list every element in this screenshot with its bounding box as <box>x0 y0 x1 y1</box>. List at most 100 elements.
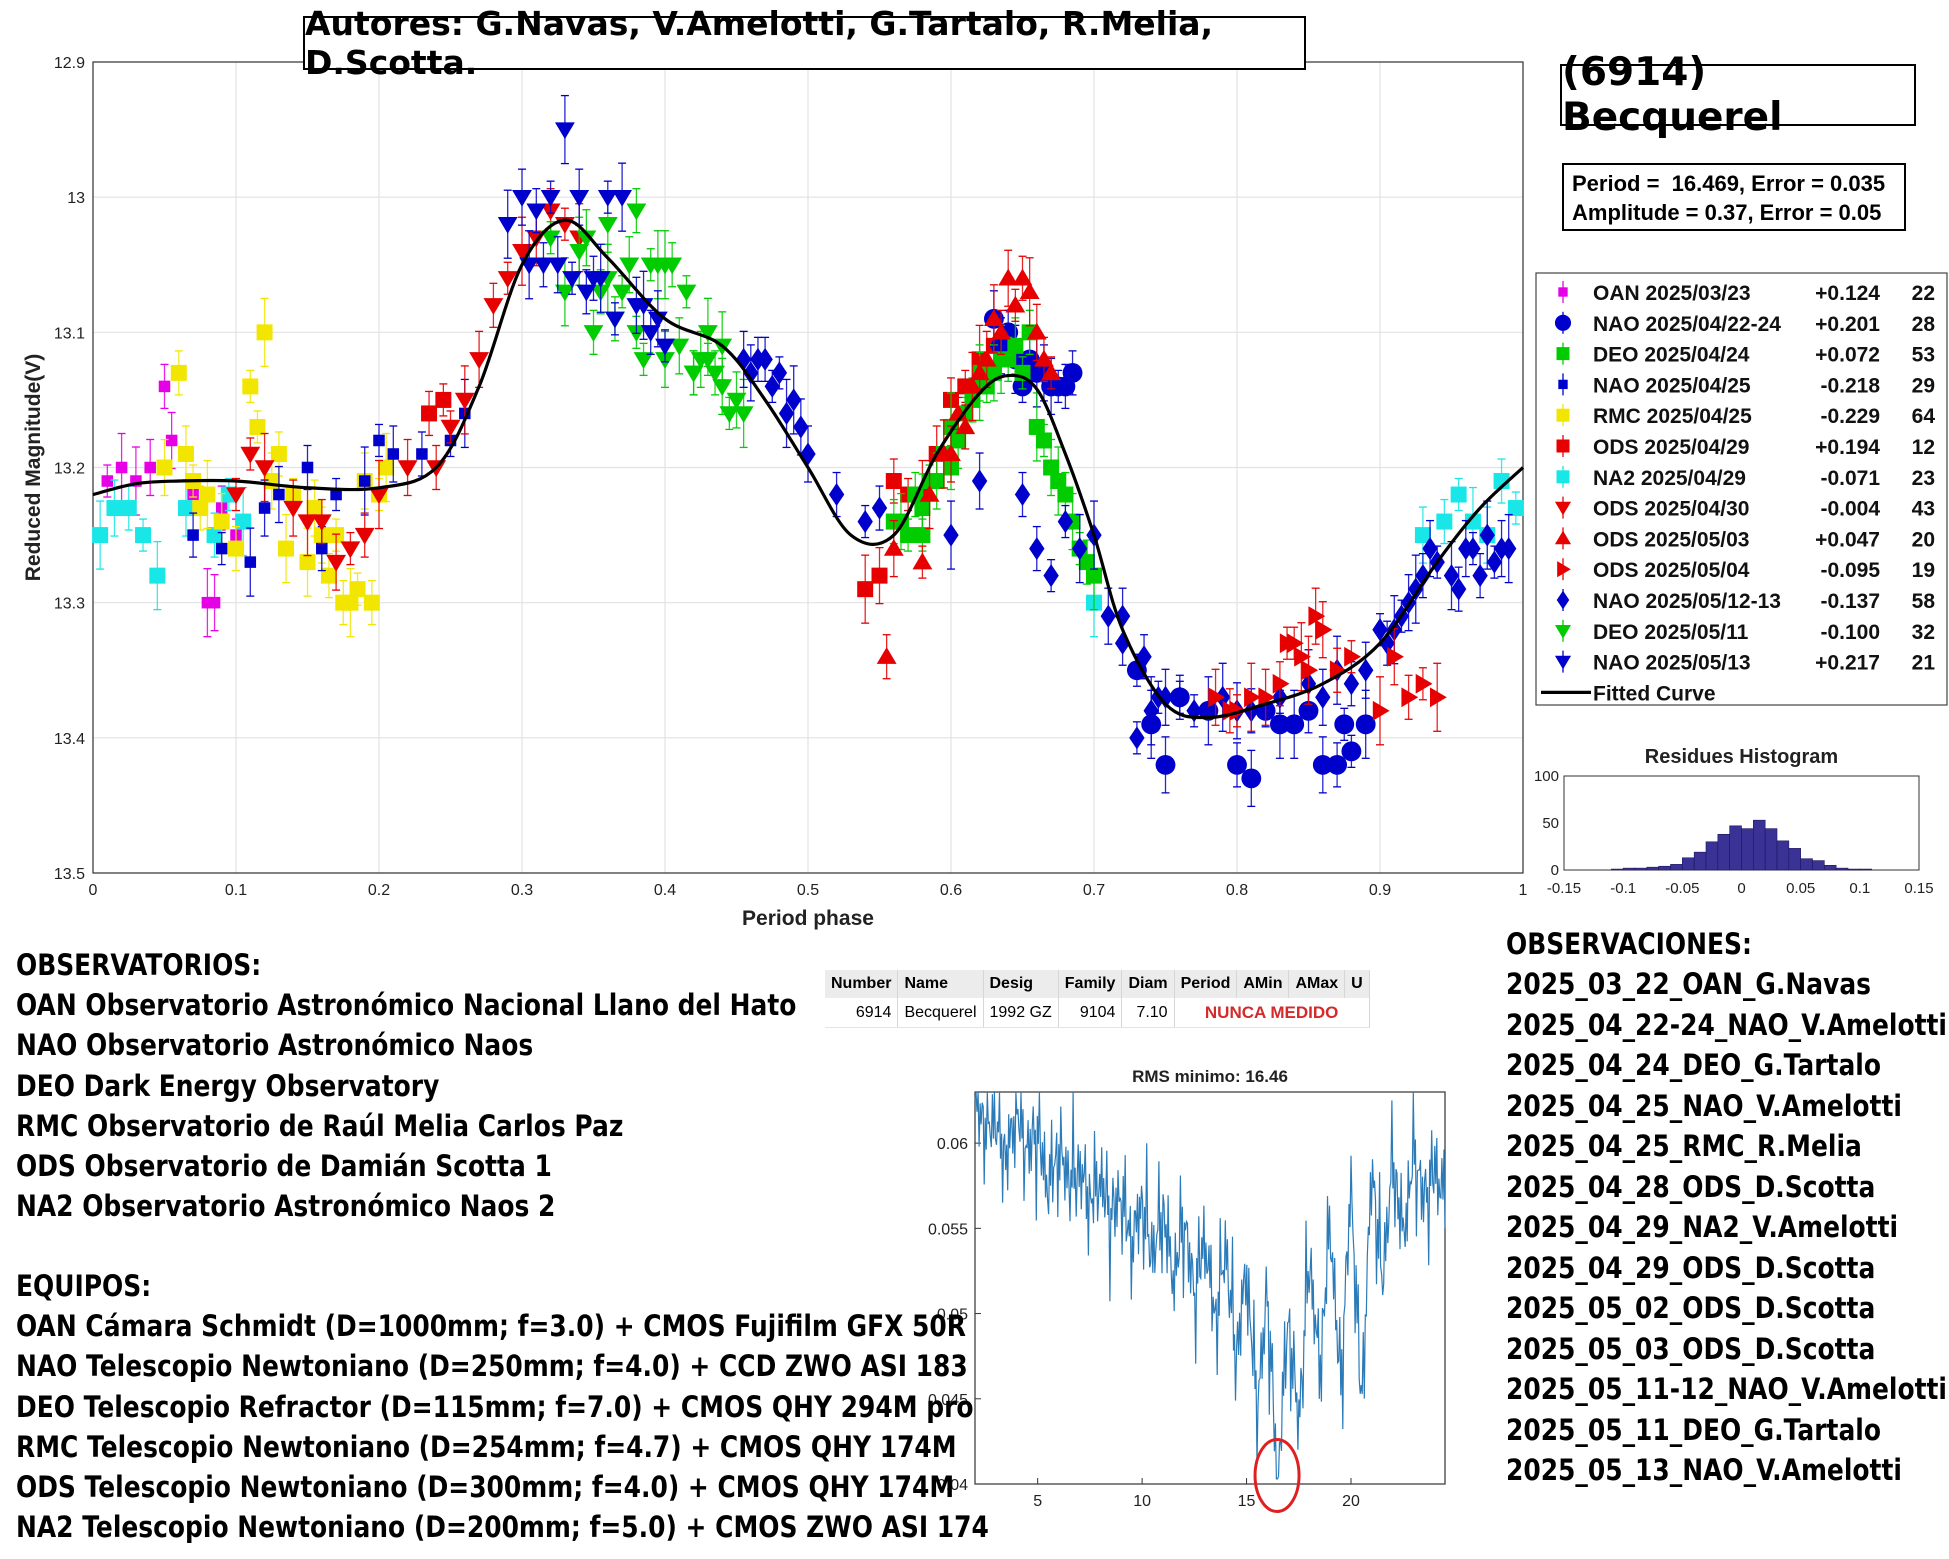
histogram-y-tick: 100 <box>1534 768 1559 785</box>
observations-section: OBSERVACIONES: 2025_03_22_OAN_G.Navas 202… <box>1506 924 1949 1491</box>
data-point <box>1062 362 1083 383</box>
observation-item-9: 2025_05_02_ODS_D.Scotta <box>1506 1291 1876 1325</box>
observation-item-13: 2025_05_13_NAO_V.Amelotti <box>1506 1453 1902 1487</box>
x-tick-label: 1 <box>1519 882 1528 899</box>
data-point <box>547 257 568 275</box>
histogram-bar <box>1764 828 1778 871</box>
x-axis-label: Period phase <box>742 907 874 930</box>
data-point <box>1029 537 1045 561</box>
data-point <box>363 594 380 611</box>
data-point <box>1043 459 1060 476</box>
legend-offset: -0.229 <box>1820 405 1880 428</box>
legend-offset: -0.218 <box>1820 374 1880 397</box>
observation-item-1: 2025_03_22_OAN_G.Navas <box>1506 967 1872 1001</box>
legend-count: 53 <box>1912 344 1935 367</box>
data-point <box>435 391 452 408</box>
equipment-item-2: NAO Telescopio Newtoniano (D=250mm; f=4.… <box>16 1349 968 1384</box>
equipment-section: EQUIPOS: OAN Cámara Schmidt (D=1000mm; f… <box>16 1266 1147 1547</box>
legend-label: RMC 2025/04/25 <box>1593 405 1752 428</box>
legend-count: 64 <box>1912 405 1936 428</box>
cell-desig: 1992 GZ <box>983 998 1059 1028</box>
observation-item-6: 2025_04_28_ODS_D.Scotta <box>1506 1169 1876 1204</box>
histogram-bar <box>1776 840 1790 871</box>
data-point <box>857 581 874 598</box>
chart-legend: OAN 2025/03/23 +0.124 22 NAO 2025/04/22-24 +… <box>1535 272 1948 706</box>
lightcurve-chart: 0 0.1 0.2 0.3 0.4 0.5 0.6 0.7 0.8 0.9 112.91313.11… <box>22 55 1528 930</box>
equipment-item-3: DEO Telescopio Refractor (D=115mm; f=7.0… <box>16 1389 974 1424</box>
data-point <box>244 556 257 568</box>
data-point <box>369 487 389 505</box>
legend-label: ODS 2025/04/29 <box>1593 436 1749 459</box>
data-point <box>115 461 128 474</box>
x-tick-label: 0.7 <box>1083 882 1105 899</box>
rms-y-tick: 0.05 <box>937 1307 968 1324</box>
data-point <box>1387 646 1404 667</box>
data-point <box>256 324 273 341</box>
observation-item-8: 2025_04_29_ODS_D.Scotta <box>1506 1250 1876 1285</box>
column-header-amin: AMin <box>1236 970 1290 998</box>
period-amplitude-box: Period = 16.469, Error = 0.035 Amplitude… <box>1562 163 1906 231</box>
rms-chart: RMS minimo: 16.46 5 10 15 20 0.04 0.045 0.05 0.0… <box>928 1067 1446 1513</box>
data-point <box>1172 685 1188 709</box>
legend-item-7: NA2 2025/04/29 -0.071 23 <box>1556 465 1935 490</box>
data-point <box>1329 660 1347 681</box>
legend-offset: +0.124 <box>1815 282 1880 305</box>
data-point <box>497 271 518 288</box>
legend-offset: -0.071 <box>1820 467 1880 490</box>
data-point <box>416 448 428 460</box>
data-point <box>1272 673 1290 694</box>
y-tick-label: 13.4 <box>54 731 85 748</box>
legend-marker <box>1557 561 1571 578</box>
authors-title: Autores: G.Navas, V.Amelotti, G.Tartalo,… <box>303 4 1306 82</box>
data-point <box>764 374 780 398</box>
data-point <box>1408 577 1424 601</box>
data-point <box>1294 646 1311 667</box>
y-tick-label: 13.5 <box>54 866 85 883</box>
histogram-bar <box>1658 865 1671 871</box>
data-point <box>101 475 114 487</box>
amplitude-line: Amplitude = 0.37, Error = 0.05 <box>1572 200 1882 225</box>
data-point <box>226 487 246 505</box>
legend-marker <box>1556 439 1570 453</box>
data-point <box>1301 660 1319 681</box>
legend-count: 23 <box>1912 467 1935 490</box>
histogram-bar <box>1682 857 1695 871</box>
data-point <box>1315 685 1331 709</box>
data-point <box>912 552 933 570</box>
x-tick-label: 0.3 <box>511 882 533 899</box>
data-point <box>1430 687 1447 708</box>
data-point <box>1284 714 1305 735</box>
legend-offset: +0.217 <box>1815 652 1880 675</box>
legend-count: 22 <box>1912 282 1935 305</box>
x-tick-label: 0.1 <box>225 882 247 899</box>
data-point <box>440 419 461 437</box>
data-point <box>1493 537 1510 561</box>
rms-y-tick: 0.04 <box>937 1477 968 1494</box>
data-point <box>590 271 611 288</box>
data-point <box>165 434 178 447</box>
data-point <box>156 459 173 476</box>
data-point <box>483 298 504 315</box>
data-point <box>655 338 675 356</box>
data-point <box>397 460 418 478</box>
data-point <box>562 271 582 288</box>
data-point <box>1450 577 1467 601</box>
rms-minimum-highlight <box>1253 1437 1301 1513</box>
histogram-bar <box>1611 868 1624 871</box>
data-point <box>1078 554 1095 571</box>
data-point <box>540 230 561 248</box>
data-point <box>1208 687 1226 708</box>
legend-count: 21 <box>1912 652 1936 675</box>
column-header-family: Family <box>1058 970 1123 998</box>
legend-item-10: ODS 2025/05/04 -0.095 19 <box>1557 558 1935 582</box>
data-point <box>750 347 766 371</box>
data-point <box>106 500 123 517</box>
data-point <box>900 527 917 544</box>
histogram-bar <box>1859 868 1872 871</box>
histogram-bar <box>1705 841 1719 871</box>
data-point <box>1414 527 1431 544</box>
legend-marker <box>1554 530 1572 545</box>
observatory-item-4: RMC Observatorio de Raúl Melia Carlos Pa… <box>16 1108 624 1143</box>
legend-offset: +0.072 <box>1815 344 1880 367</box>
legend-marker <box>1554 624 1572 639</box>
